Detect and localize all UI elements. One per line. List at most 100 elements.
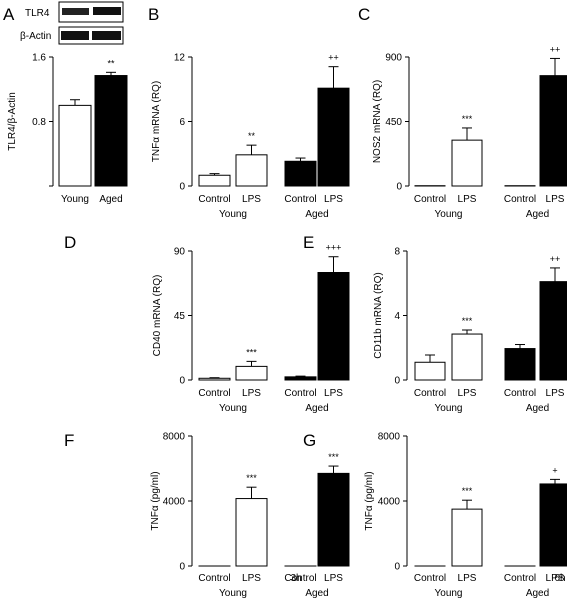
significance-label-f: *** — [328, 452, 339, 462]
group-label-c: Young — [435, 209, 463, 220]
y-tick-label-g: 0 — [394, 562, 400, 573]
blot-band-young-actin — [61, 31, 89, 40]
group-label-e: Young — [435, 403, 463, 414]
panel-d: D 0 45 90 CD40 mRNA (RQ) Control *** LPS Control… — [64, 233, 350, 414]
blot-label-tlr4: TLR4 — [25, 8, 50, 19]
x-tick-label-c: LPS — [458, 194, 477, 205]
bar-e — [504, 348, 536, 381]
bar-c — [451, 139, 483, 187]
panel-g: G 0 4000 8000 TNFα (pg/ml) Control *** LPS Contr… — [303, 431, 567, 598]
significance-label-d: +++ — [326, 243, 342, 253]
y-tick-label-f: 8000 — [163, 432, 186, 443]
x-tick-label-b: LPS — [242, 194, 261, 205]
western-blot: TLR4 β-Actin — [20, 1, 124, 45]
y-tick-label-g: 8000 — [378, 432, 401, 443]
bar-g — [539, 483, 567, 567]
x-tick-label-c: Control — [414, 194, 446, 205]
panel-letter-d: D — [64, 233, 76, 252]
x-tick-label-f: Control — [198, 573, 230, 584]
y-tick-label-e: 8 — [394, 247, 400, 258]
bar-a — [58, 104, 92, 187]
significance-label-a: ** — [107, 58, 115, 68]
x-tick-label-f: Control — [284, 573, 316, 584]
group-label-e: Aged — [526, 403, 549, 414]
x-tick-label-a: Young — [61, 194, 89, 205]
bar-f — [317, 472, 350, 567]
panel-letter-a: A — [3, 5, 15, 24]
bar-a — [94, 75, 128, 187]
y-tick-label-a: 0.8 — [32, 117, 46, 128]
group-label-f: Aged — [305, 588, 328, 598]
bar-e — [539, 281, 567, 381]
x-tick-label-c: LPS — [546, 194, 565, 205]
x-tick-label-e: Control — [504, 388, 536, 399]
y-axis-label-g: TNFα (pg/ml) — [364, 471, 375, 530]
group-label-b: Young — [219, 209, 247, 220]
significance-label-g: *** — [462, 486, 473, 496]
group-label-d: Young — [219, 403, 247, 414]
blot-band-aged-tlr4 — [93, 7, 121, 15]
panel-c: C 0 450 900 NOS2 mRNA (RQ) Control *** LPS Contr… — [358, 5, 567, 220]
bar-b — [235, 154, 268, 187]
significance-label-b: ** — [248, 131, 256, 141]
x-tick-label-b: LPS — [324, 194, 343, 205]
group-label-c: Aged — [526, 209, 549, 220]
bar-e — [414, 361, 446, 381]
time-label-g: 6h — [554, 573, 565, 584]
panel-letter-c: C — [358, 5, 370, 24]
x-tick-label-g: LPS — [546, 573, 565, 584]
x-tick-label-e: LPS — [458, 388, 477, 399]
blot-label-actin: β-Actin — [20, 31, 51, 42]
significance-label-c: *** — [462, 114, 473, 124]
group-label-g: Young — [435, 588, 463, 598]
group-label-f: Young — [219, 588, 247, 598]
x-tick-label-e: LPS — [546, 388, 565, 399]
significance-label-e: *** — [462, 316, 473, 326]
x-tick-label-f: LPS — [324, 573, 343, 584]
group-label-d: Aged — [305, 403, 328, 414]
x-tick-label-b: Control — [198, 194, 230, 205]
blot-band-aged-actin — [92, 31, 121, 40]
blot-band-young-tlr4 — [62, 8, 89, 15]
bar-b — [317, 87, 350, 187]
x-tick-label-g: Control — [414, 573, 446, 584]
y-tick-label-b: 6 — [179, 117, 185, 128]
group-label-g: Aged — [526, 588, 549, 598]
y-axis-label-a: TLR4/β-Actin — [7, 92, 18, 151]
bar-d — [284, 376, 317, 381]
y-tick-label-g: 4000 — [378, 497, 401, 508]
y-tick-label-f: 0 — [179, 562, 185, 573]
y-tick-label-c: 0 — [396, 182, 402, 193]
significance-label-d: *** — [246, 347, 257, 357]
panel-letter-e: E — [303, 233, 314, 252]
y-tick-label-a: 1.6 — [32, 53, 46, 64]
y-tick-label-b: 0 — [179, 182, 185, 193]
x-tick-label-c: Control — [504, 194, 536, 205]
y-axis-label-b: TNFα mRNA (RQ) — [151, 81, 162, 162]
panel-b: B 0 6 12 TNFα mRNA (RQ) Control ** LPS Control ++… — [148, 5, 350, 220]
y-tick-label-d: 45 — [174, 311, 186, 322]
bar-d — [235, 365, 268, 381]
bar-b — [284, 160, 317, 187]
panel-f: F 0 4000 8000 TNFα (pg/ml) Control *** LPS Contr… — [64, 431, 350, 598]
significance-label-f: *** — [246, 473, 257, 483]
significance-label-c: ++ — [550, 44, 561, 54]
y-tick-label-e: 4 — [394, 311, 400, 322]
y-tick-label-f: 4000 — [163, 497, 186, 508]
bar-f — [235, 498, 268, 567]
y-tick-label-c: 450 — [385, 117, 402, 128]
group-label-b: Aged — [305, 209, 328, 220]
y-axis-label-f: TNFα (pg/ml) — [150, 471, 161, 530]
y-tick-label-c: 900 — [385, 53, 402, 64]
bar-d — [198, 377, 231, 381]
panel-letter-g: G — [303, 431, 316, 450]
y-axis-label-d: CD40 mRNA (RQ) — [152, 275, 163, 357]
bar-c — [539, 75, 567, 187]
y-axis-label-e: CD11b mRNA (RQ) — [373, 272, 384, 359]
x-tick-label-e: Control — [414, 388, 446, 399]
y-tick-label-d: 0 — [179, 376, 185, 387]
x-tick-label-d: LPS — [242, 388, 261, 399]
bar-d — [317, 272, 350, 381]
x-tick-label-f: LPS — [242, 573, 261, 584]
